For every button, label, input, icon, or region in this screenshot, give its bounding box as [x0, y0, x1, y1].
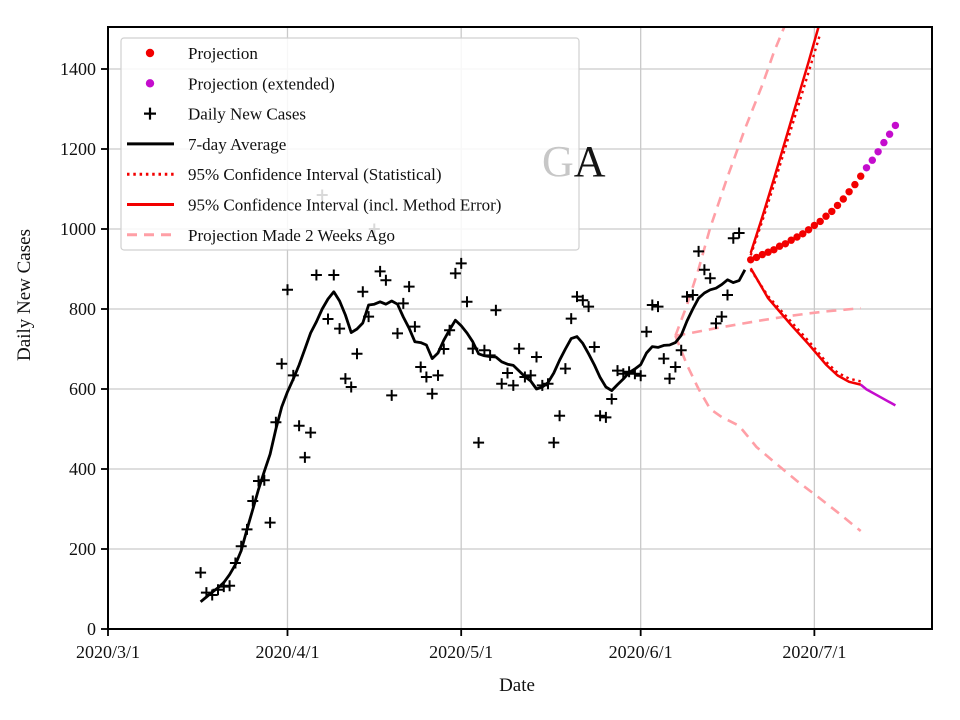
series-projection-dot [764, 248, 772, 256]
legend-item: Daily New Cases [144, 105, 306, 124]
series-projection-dot [747, 256, 755, 264]
x-tick-label: 2020/5/1 [429, 642, 493, 662]
series-daily-new-cases-markers [195, 189, 745, 601]
legend: Projection Projection (extended) Daily New… [120, 37, 580, 251]
series-projection-extended-dot [862, 164, 871, 172]
legend-item: Projection [145, 44, 258, 63]
series-projection-dot [793, 233, 801, 241]
legend-item-label: Projection [188, 44, 258, 63]
y-tick-label: 1000 [60, 219, 96, 239]
series-projection-dot [799, 230, 807, 238]
series-ci-method-lower-extended [859, 383, 897, 407]
legend-item-label: Daily New Cases [188, 105, 306, 124]
legend-item-label: 95% Confidence Interval (Statistical) [188, 165, 442, 184]
y-tick-label: 800 [69, 299, 96, 319]
y-tick-label: 600 [69, 379, 96, 399]
series-old-projection-center [675, 306, 861, 338]
legend-marker-dot [145, 48, 155, 58]
series-ci-method-lower [749, 267, 861, 386]
series-projection-dot [857, 172, 865, 180]
series-projection-dot [828, 207, 836, 216]
series-ci-statistical-upper [749, 33, 822, 256]
x-tick-label: 2020/6/1 [609, 642, 673, 662]
y-tick-label: 0 [87, 619, 96, 639]
series-projection-dot [839, 195, 847, 203]
series-projection-dot [770, 246, 778, 254]
state-watermark: GA [542, 137, 606, 186]
x-tick-label: 2020/4/1 [255, 642, 319, 662]
series-ci-method-upper [749, 27, 820, 254]
series-projection-extended-dot [880, 138, 888, 147]
series-projection-dot [775, 242, 784, 250]
legend-item-label: Projection (extended) [188, 74, 335, 93]
x-tick-label: 2020/3/1 [76, 642, 140, 662]
series-projection-extended-dot [868, 156, 876, 164]
series-projection-dot [816, 217, 824, 226]
series-old-projection-lower [674, 335, 862, 533]
series-projection-dot [752, 253, 761, 262]
series-projection-dot [851, 180, 859, 189]
series-projection-dot [758, 250, 766, 259]
series-projection-dot [833, 201, 842, 210]
series-layer [195, 27, 900, 603]
series-projection-extended-dot [874, 148, 882, 156]
legend-item: Projection Made 2 Weeks Ago [127, 226, 395, 245]
series-projection-dot [804, 226, 813, 234]
legend-item: 95% Confidence Interval (incl. Method Er… [127, 196, 501, 215]
legend-item: Projection (extended) [145, 74, 335, 93]
legend-item-label: Projection Made 2 Weeks Ago [188, 226, 395, 245]
series-projection-extended-dot [885, 130, 894, 138]
y-tick-label: 1400 [60, 59, 96, 79]
y-axis-label: Daily New Cases [14, 229, 35, 361]
series-projection-dot [822, 212, 830, 220]
series-old-projection-upper [674, 27, 786, 337]
series-projection-dot [810, 221, 819, 230]
axis-layer: 2020/3/1 2020/4/1 2020/5/1 2020/6/1 2020/7/1… [60, 26, 933, 662]
y-tick-label: 1200 [60, 139, 96, 159]
legend-item: 7-day Average [127, 135, 286, 154]
legend-item: 95% Confidence Interval (Statistical) [127, 165, 442, 184]
series-ci-statistical-lower [749, 269, 861, 383]
x-axis-label: Date [499, 675, 535, 696]
watermark-letter-g: G [542, 137, 574, 186]
plot-border [107, 26, 933, 630]
series-projection-dot [781, 240, 790, 248]
x-tick-label: 2020/7/1 [782, 642, 846, 662]
watermark-letter-a: A [574, 137, 606, 186]
legend-item-label: 95% Confidence Interval (incl. Method Er… [188, 196, 501, 215]
legend-frame [120, 37, 580, 251]
legend-marker-dot [145, 79, 155, 88]
legend-marker-plus [144, 107, 156, 120]
series-projection-dot [787, 236, 795, 244]
series-seven-day-average [199, 269, 747, 603]
series-projection-dot [845, 188, 853, 196]
legend-item-label: 7-day Average [188, 135, 286, 154]
y-tick-label: 400 [69, 459, 96, 479]
series-projection-extended-dot [891, 121, 900, 130]
y-tick-label: 200 [69, 539, 96, 559]
